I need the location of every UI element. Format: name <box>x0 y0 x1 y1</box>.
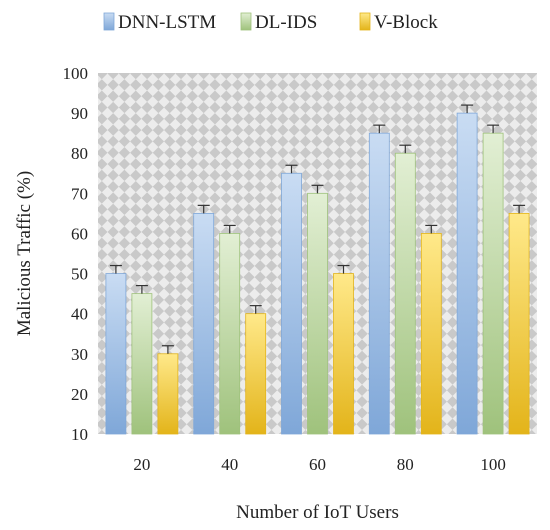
y-axis-ticks: 10 20 30 40 50 60 70 80 90 100 <box>63 64 89 444</box>
bar-dnn-lstm-40 <box>193 212 215 435</box>
legend-label-dnn-lstm: DNN-LSTM <box>118 12 216 33</box>
y-tick-label: 70 <box>71 184 88 203</box>
y-axis-title: Malicious Traffic (%) <box>14 171 35 336</box>
x-tick-label: 80 <box>397 455 414 474</box>
bar-v-block-100 <box>508 212 530 435</box>
bar-dl-ids-80 <box>394 152 416 435</box>
y-tick-label: 30 <box>71 345 88 364</box>
bar-dnn-lstm-100 <box>456 112 478 435</box>
y-tick-label: 50 <box>71 265 88 284</box>
x-tick-label: 20 <box>133 455 150 474</box>
y-tick-label: 20 <box>71 385 88 404</box>
x-tick-label: 60 <box>309 455 326 474</box>
legend: DNN-LSTM DL-IDS V-Block <box>103 12 438 33</box>
bar-v-block-20 <box>157 353 179 435</box>
bar-dnn-lstm-60 <box>281 172 302 435</box>
bar-dl-ids-100 <box>482 132 504 435</box>
bar-v-block-60 <box>333 273 354 435</box>
y-tick-label: 90 <box>71 104 88 123</box>
legend-label-dl-ids: DL-IDS <box>255 12 317 33</box>
bar-dl-ids-60 <box>307 192 328 435</box>
bar-dl-ids-40 <box>219 233 241 435</box>
x-axis-title: Number of IoT Users <box>236 502 399 523</box>
x-tick-label: 100 <box>480 455 506 474</box>
y-tick-label: 60 <box>71 224 88 243</box>
bar-v-block-40 <box>245 313 267 435</box>
bar-v-block-80 <box>420 233 442 435</box>
x-axis-ticks: 20 40 60 80 100 <box>133 455 505 474</box>
y-tick-label: 10 <box>71 425 88 444</box>
legend-swatch-dl-ids <box>240 12 252 31</box>
x-tick-label: 40 <box>221 455 238 474</box>
y-tick-label: 40 <box>71 305 88 324</box>
y-tick-label: 100 <box>63 64 89 83</box>
bar-dl-ids-20 <box>131 293 153 435</box>
legend-label-v-block: V-Block <box>374 12 438 33</box>
legend-swatch-v-block <box>359 12 371 31</box>
bar-dnn-lstm-80 <box>368 132 390 435</box>
y-tick-label: 80 <box>71 144 88 163</box>
bar-dnn-lstm-20 <box>105 273 127 435</box>
bars <box>105 104 530 435</box>
legend-swatch-dnn-lstm <box>103 12 115 31</box>
